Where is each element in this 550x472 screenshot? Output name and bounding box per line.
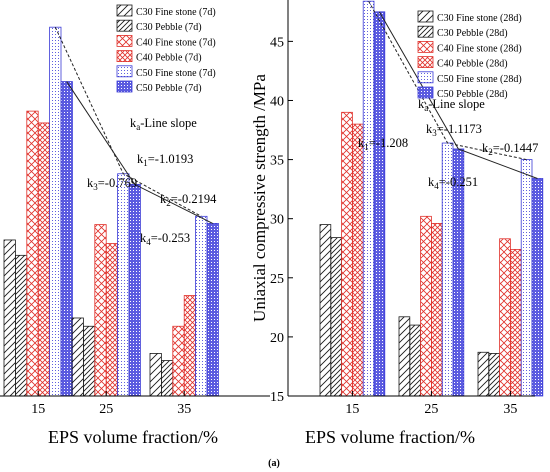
- legend-swatch-6: [417, 86, 434, 99]
- bar-35-1: [477, 351, 490, 397]
- legend-swatch-5: [417, 71, 434, 84]
- slope-annotation-4: k4=-0.253: [140, 231, 190, 247]
- legend-swatch-1: [116, 4, 133, 17]
- legend-swatch-4: [417, 56, 434, 68]
- bar-25-4: [430, 223, 443, 397]
- y-tick-label-40: 40: [270, 94, 284, 109]
- legend-entry-5: C50 Fine stone (28d): [437, 74, 522, 85]
- legend-entry-3: C40 Fine stone (7d): [136, 37, 216, 48]
- x-tick-label-15: 15: [345, 402, 359, 417]
- legend-entry-4: C40 Pebble (7d): [136, 53, 202, 64]
- bar-15-6: [60, 81, 73, 397]
- legend-entry-1: C30 Fine stone (28d): [437, 13, 522, 24]
- bar-15-3: [341, 111, 353, 397]
- legend-swatch-3: [417, 41, 434, 53]
- bar-25-4: [105, 243, 118, 397]
- slope-line-2: [54, 26, 202, 217]
- slope-annotation-5: ka-Line slope: [130, 116, 197, 132]
- x-tick-label-15: 15: [31, 402, 45, 417]
- bar-15-3: [26, 110, 39, 397]
- bar-15-5: [49, 26, 62, 397]
- bar-35-2: [160, 360, 174, 397]
- bar-35-2: [488, 353, 500, 397]
- figure-caption: (a): [268, 458, 280, 469]
- bar-25-2: [83, 325, 96, 397]
- legend: C30 Fine stone (7d) C30 Pebble (7d) C40 Fi…: [116, 4, 216, 94]
- legend-entry-4: C40 Pebble (28d): [437, 59, 508, 70]
- slope-annotation-3: k2=-0.1447: [482, 141, 538, 157]
- slope-annotation-2: k3=-0.769: [87, 176, 137, 192]
- bar-35-6: [531, 178, 544, 397]
- y-axis-label: Uniaxial compressive strength /MPa: [250, 74, 269, 322]
- chart-1: 15 25 35 EPS volume fraction/% C30 Fine ston…: [0, 4, 270, 447]
- y-tick-label-35: 35: [270, 154, 284, 169]
- bar-15-5: [362, 0, 375, 397]
- bar-35-3: [172, 325, 185, 397]
- legend: C30 Fine stone (28d) C30 Pebble (28d) C40 …: [417, 10, 522, 100]
- y-tick-label-20: 20: [270, 331, 284, 346]
- slope-line-1: [378, 11, 538, 179]
- slope-annotation-1: k1=-1.208: [358, 136, 408, 152]
- bar-15-4: [351, 123, 364, 397]
- y-tick-label-45: 45: [270, 35, 284, 50]
- bar-25-1: [398, 316, 411, 397]
- bar-35-5: [520, 159, 533, 397]
- bar-25-6: [128, 184, 141, 397]
- y-tick-label-30: 30: [270, 213, 284, 228]
- bar-35-1: [149, 353, 162, 397]
- bar-15-1: [319, 224, 332, 397]
- bar-35-4: [183, 295, 196, 397]
- legend-entry-5: C50 Fine stone (7d): [136, 68, 216, 79]
- slope-annotation-5: ka-Line slope: [418, 97, 485, 113]
- bar-25-3: [420, 215, 432, 397]
- bar-15-6: [373, 11, 386, 397]
- legend-entry-2: C30 Pebble (7d): [136, 22, 202, 33]
- slope-annotation-1: k1=-1.0193: [137, 152, 193, 168]
- legend-swatch-3: [116, 35, 133, 47]
- bar-15-2: [14, 254, 28, 397]
- bar-25-1: [71, 317, 84, 397]
- bar-25-2: [409, 324, 421, 397]
- legend-entry-1: C30 Fine stone (7d): [136, 7, 216, 18]
- bar-35-4: [509, 249, 522, 397]
- bar-35-5: [195, 215, 208, 397]
- slope-line-1: [66, 81, 213, 224]
- slope-annotation-2: k3=-1.1173: [426, 122, 482, 138]
- x-tick-label-35: 35: [177, 402, 191, 417]
- legend-swatch-2: [116, 19, 133, 32]
- bar-15-2: [330, 237, 342, 397]
- legend-entry-3: C40 Fine stone (28d): [437, 43, 522, 54]
- bar-35-6: [206, 223, 219, 397]
- x-axis-label: EPS volume fraction/%: [48, 427, 218, 447]
- slope-annotation-4: k4=-0.251: [428, 175, 478, 191]
- plots-layer: 15 25 35 EPS volume fraction/% C30 Fine ston…: [0, 0, 544, 447]
- legend-swatch-6: [116, 80, 133, 93]
- chart-2: 15 20 25 30 35 40 45 Uniaxial compressive stren…: [250, 0, 544, 447]
- legend-swatch-1: [417, 10, 434, 23]
- bars: [319, 0, 544, 397]
- bar-35-3: [499, 238, 511, 397]
- legend-swatch-4: [116, 50, 133, 62]
- legend-entry-2: C30 Pebble (28d): [437, 28, 508, 39]
- legend-entry-6: C50 Pebble (28d): [437, 89, 508, 100]
- legend-swatch-2: [417, 25, 434, 38]
- x-tick-label-25: 25: [99, 402, 113, 417]
- bar-25-5: [117, 173, 130, 397]
- bar-25-3: [94, 224, 107, 397]
- bar-15-1: [3, 239, 16, 397]
- slope-annotation-3: k2=-0.2194: [160, 192, 217, 208]
- x-tick-label-25: 25: [424, 402, 438, 417]
- slope-line-2: [368, 0, 527, 161]
- y-tick-label-25: 25: [270, 272, 284, 287]
- bars: [3, 26, 219, 397]
- legend-entry-6: C50 Pebble (7d): [136, 83, 202, 94]
- x-tick-label-35: 35: [503, 402, 517, 417]
- legend-swatch-5: [116, 65, 133, 78]
- y-tick-label-15: 15: [270, 390, 284, 405]
- bar-15-4: [37, 122, 51, 397]
- x-axis-label: EPS volume fraction/%: [305, 427, 475, 447]
